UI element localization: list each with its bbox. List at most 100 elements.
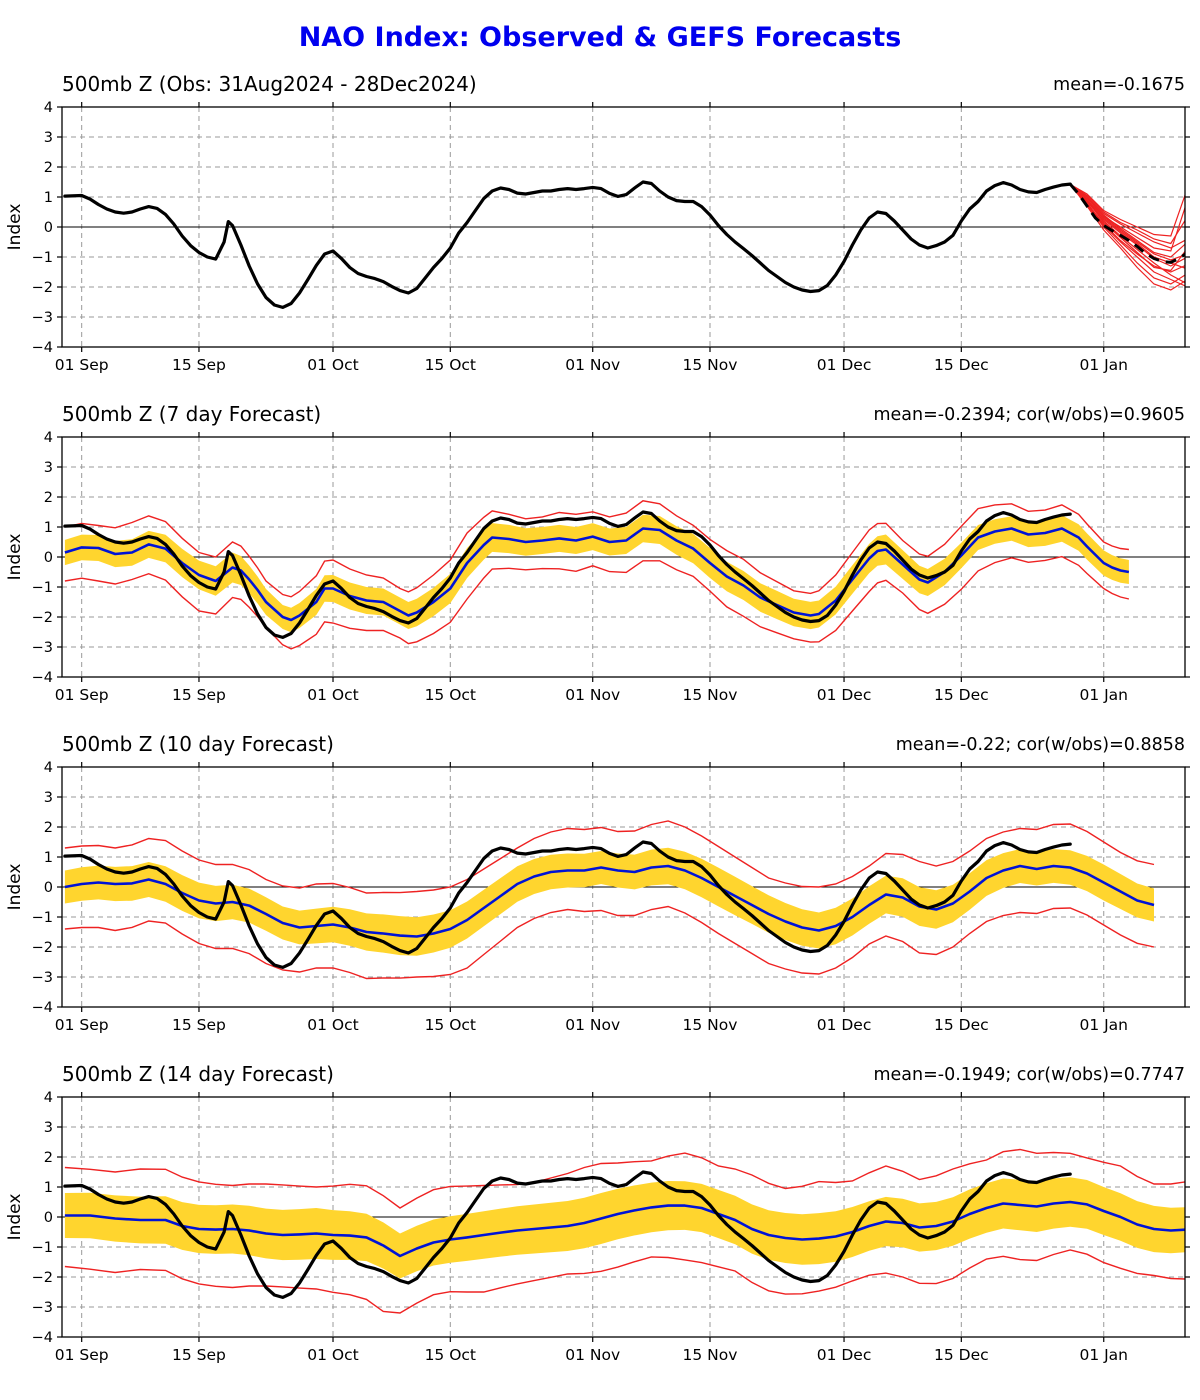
y-tick-label: −2	[32, 940, 53, 956]
observed-line	[63, 1170, 1072, 1299]
y-tick-label: 0	[44, 550, 53, 566]
y-tick-label: 3	[44, 1120, 53, 1136]
x-tick-label: 01 Jan	[1079, 686, 1128, 704]
x-tick-label: 01 Dec	[817, 356, 872, 374]
x-tick-label: 15 Sep	[172, 1016, 226, 1034]
plot-area-observed: 01 Sep 15 Sep 01 Oct 15 Oct 01 Nov 15 Nov 01 D…	[5, 100, 1190, 374]
plot-area-10day: 01 Sep 15 Sep 01 Oct 15 Oct 01 Nov 15 Nov 01 D…	[5, 760, 1190, 1034]
y-tick-label: 4	[44, 430, 53, 446]
y-tick-label: 3	[44, 790, 53, 806]
ensemble-member-line	[1069, 184, 1185, 291]
x-tick-label: 01 Nov	[565, 686, 620, 704]
envelope-lower-line	[64, 905, 1155, 980]
x-tick-label: 15 Sep	[172, 1346, 226, 1364]
panel-observed: 500mb Z (Obs: 31Aug2024 - 28Dec2024) mea…	[5, 72, 1190, 374]
x-tick-label: 01 Dec	[817, 686, 872, 704]
y-tick-label: 4	[44, 100, 53, 116]
y-tick-label: 2	[44, 820, 53, 836]
panel-title: 500mb Z (14 day Forecast)	[62, 1062, 334, 1086]
y-tick-label: 4	[44, 1090, 53, 1106]
y-tick-label: 1	[44, 190, 53, 206]
y-tick-label: 3	[44, 130, 53, 146]
x-tick-label: 01 Jan	[1079, 1346, 1128, 1364]
x-tick-label: 01 Sep	[55, 1016, 109, 1034]
x-tick-label: 01 Dec	[817, 1016, 872, 1034]
y-tick-label: 1	[44, 850, 53, 866]
panel-forecast-7day: 500mb Z (7 day Forecast) mean=-0.2394; c…	[5, 402, 1190, 704]
panel-forecast-10day: 500mb Z (10 day Forecast) mean=-0.22; co…	[5, 732, 1190, 1034]
y-axis-label: Index	[5, 864, 25, 911]
ensemble-member-line	[1069, 183, 1185, 237]
x-tick-label: 15 Oct	[425, 1016, 476, 1034]
x-tick-label: 01 Oct	[307, 686, 358, 704]
y-tick-label: −4	[32, 1000, 53, 1016]
x-tick-label: 15 Nov	[683, 1346, 738, 1364]
x-tick-label: 01 Oct	[307, 1016, 358, 1034]
panel-title: 500mb Z (7 day Forecast)	[62, 402, 321, 426]
envelope-upper-line	[64, 1148, 1185, 1209]
envelope-lower-line	[64, 555, 1130, 650]
y-tick-label: 0	[44, 220, 53, 236]
x-tick-label: 15 Nov	[683, 356, 738, 374]
panel-title: 500mb Z (Obs: 31Aug2024 - 28Dec2024)	[62, 72, 477, 96]
y-tick-label: −1	[32, 250, 53, 266]
x-tick-label: 01 Dec	[817, 1346, 872, 1364]
ensemble-mean-dashed-line	[1069, 183, 1185, 264]
y-tick-label: −4	[32, 1330, 53, 1346]
y-tick-label: 1	[44, 1180, 53, 1196]
y-tick-label: −2	[32, 1270, 53, 1286]
page-title: NAO Index: Observed & GEFS Forecasts	[298, 22, 902, 53]
x-tick-label: 15 Oct	[425, 1346, 476, 1364]
x-tick-label: 15 Nov	[683, 686, 738, 704]
panel-stats: mean=-0.1675	[1053, 75, 1185, 95]
x-tick-label: 15 Oct	[425, 356, 476, 374]
x-tick-label: 01 Sep	[55, 686, 109, 704]
x-tick-label: 15 Nov	[683, 1016, 738, 1034]
y-tick-label: 4	[44, 760, 53, 776]
y-axis-label: Index	[5, 534, 25, 581]
y-tick-label: −1	[32, 1240, 53, 1256]
observed-line	[63, 180, 1072, 309]
ensemble-member-line	[1069, 183, 1185, 258]
x-tick-label: 15 Dec	[934, 1016, 989, 1034]
x-tick-label: 01 Sep	[55, 356, 109, 374]
observed-line	[63, 510, 1072, 639]
y-tick-label: 0	[44, 1210, 53, 1226]
x-tick-label: 15 Dec	[934, 1346, 989, 1364]
panel-title: 500mb Z (10 day Forecast)	[62, 732, 334, 756]
x-tick-label: 15 Dec	[934, 686, 989, 704]
y-tick-label: 2	[44, 160, 53, 176]
y-tick-label: −3	[32, 1300, 53, 1316]
x-tick-label: 15 Dec	[934, 356, 989, 374]
y-tick-label: −4	[32, 670, 53, 686]
x-tick-label: 01 Oct	[307, 356, 358, 374]
envelope-upper-line	[64, 820, 1155, 894]
plot-area-14day: 01 Sep 15 Sep 01 Oct 15 Oct 01 Nov 15 Nov 01 D…	[5, 1090, 1190, 1364]
x-tick-label: 01 Jan	[1079, 356, 1128, 374]
forecast-mean-line	[64, 864, 1155, 938]
x-tick-label: 01 Nov	[565, 356, 620, 374]
y-tick-label: 1	[44, 520, 53, 536]
x-tick-label: 01 Oct	[307, 1346, 358, 1364]
x-tick-label: 15 Sep	[172, 356, 226, 374]
panel-forecast-14day: 500mb Z (14 day Forecast) mean=-0.1949; …	[5, 1062, 1190, 1364]
y-tick-label: 2	[44, 490, 53, 506]
x-tick-label: 01 Nov	[565, 1346, 620, 1364]
envelope-lower-line	[64, 1249, 1185, 1314]
y-tick-label: −3	[32, 640, 53, 656]
y-axis-label: Index	[5, 204, 25, 251]
forecast-mean-line	[64, 1200, 1185, 1258]
envelope-upper-line	[64, 500, 1129, 598]
y-tick-label: −1	[32, 580, 53, 596]
ensemble-member-line	[1069, 184, 1185, 285]
x-tick-label: 01 Nov	[565, 1016, 620, 1034]
ensemble-member-line	[1069, 183, 1185, 287]
y-tick-label: −2	[32, 280, 53, 296]
nao-report: NAO Index: Observed & GEFS Forecasts 500…	[0, 22, 1200, 1387]
y-tick-label: −2	[32, 610, 53, 626]
ensemble-member-line	[1069, 183, 1185, 252]
panel-stats: mean=-0.2394; cor(w/obs)=0.9605	[873, 405, 1185, 425]
y-axis-label: Index	[5, 1194, 25, 1241]
y-tick-label: −1	[32, 910, 53, 926]
y-tick-label: −3	[32, 310, 53, 326]
